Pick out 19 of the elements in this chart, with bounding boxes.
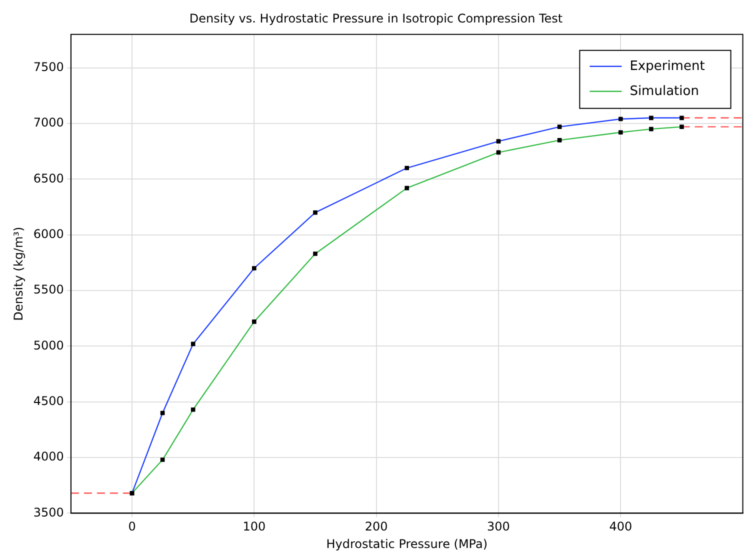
y-tick-label: 4500 bbox=[33, 394, 64, 408]
x-tick-label: 100 bbox=[242, 520, 266, 534]
chart-title: Density vs. Hydrostatic Pressure in Isotropic Compression Test bbox=[189, 11, 563, 26]
y-tick-label: 3500 bbox=[33, 505, 64, 520]
y-tick-label: 5500 bbox=[33, 282, 64, 297]
y-tick-label: 6500 bbox=[33, 171, 64, 186]
y-tick-label: 7000 bbox=[33, 116, 64, 130]
y-tick-label: 4000 bbox=[33, 450, 64, 464]
x-axis-title: Hydrostatic Pressure (MPa) bbox=[326, 536, 488, 551]
x-tick-label: 200 bbox=[364, 520, 388, 534]
y-tick-label: 7500 bbox=[33, 60, 64, 74]
y-tick-label: 6000 bbox=[33, 226, 64, 241]
x-tick-label: 400 bbox=[609, 520, 632, 534]
x-tick-label: 300 bbox=[487, 520, 510, 534]
y-axis-title: Density (kg/m³) bbox=[11, 226, 26, 321]
legend-label: Simulation bbox=[630, 84, 699, 99]
y-tick-label: 5000 bbox=[33, 338, 64, 352]
x-tick-label: 0 bbox=[128, 520, 136, 534]
legend-label: Experiment bbox=[630, 58, 705, 74]
